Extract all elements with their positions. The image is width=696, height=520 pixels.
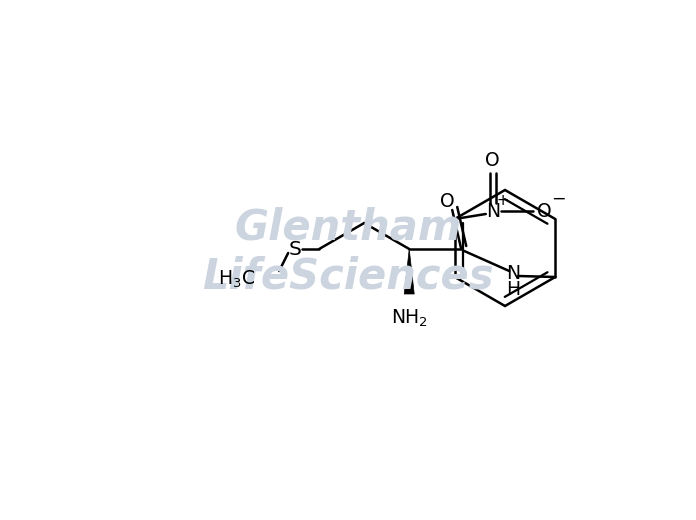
Text: +: + [497, 192, 509, 207]
Text: S: S [289, 240, 301, 258]
Text: Glentham
LifeSciences: Glentham LifeSciences [203, 207, 493, 297]
Text: H$_3$C: H$_3$C [218, 268, 255, 290]
Text: NH$_2$: NH$_2$ [391, 308, 427, 329]
Text: O: O [537, 202, 552, 220]
Text: −: − [551, 190, 566, 208]
Text: O: O [485, 150, 500, 170]
Polygon shape [404, 249, 414, 294]
Text: O: O [440, 191, 454, 211]
Text: N: N [506, 264, 521, 282]
Text: N: N [486, 202, 500, 220]
Text: H: H [506, 280, 521, 298]
